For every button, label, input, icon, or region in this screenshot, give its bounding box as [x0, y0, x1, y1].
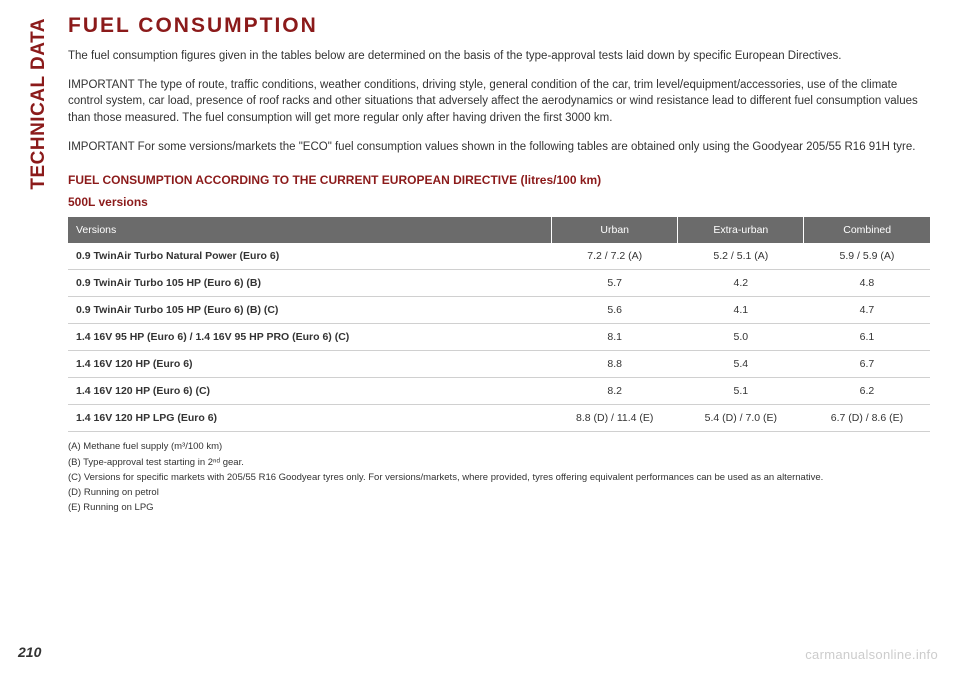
cell-version: 0.9 TwinAir Turbo 105 HP (Euro 6) (B) — [68, 270, 552, 297]
table-row: 0.9 TwinAir Turbo Natural Power (Euro 6)… — [68, 243, 930, 270]
cell-value: 6.2 — [804, 378, 930, 405]
cell-value: 6.1 — [804, 324, 930, 351]
cell-version: 1.4 16V 95 HP (Euro 6) / 1.4 16V 95 HP P… — [68, 324, 552, 351]
cell-value: 4.8 — [804, 270, 930, 297]
cell-value: 7.2 / 7.2 (A) — [552, 243, 678, 270]
table-row: 0.9 TwinAir Turbo 105 HP (Euro 6) (B) (C… — [68, 297, 930, 324]
versions-label: 500L versions — [68, 195, 930, 209]
cell-value: 4.7 — [804, 297, 930, 324]
cell-value: 4.2 — [678, 270, 804, 297]
page-content: FUEL CONSUMPTION The fuel consumption fi… — [68, 14, 930, 517]
cell-value: 5.9 / 5.9 (A) — [804, 243, 930, 270]
important-note-2: IMPORTANT For some versions/markets the … — [68, 139, 930, 156]
cell-version: 0.9 TwinAir Turbo Natural Power (Euro 6) — [68, 243, 552, 270]
footnote-line: (B) Type-approval test starting in 2ⁿᵈ g… — [68, 456, 930, 470]
footnote-line: (C) Versions for specific markets with 2… — [68, 471, 930, 485]
table-row: 1.4 16V 120 HP (Euro 6)8.85.46.7 — [68, 351, 930, 378]
cell-value: 5.4 (D) / 7.0 (E) — [678, 405, 804, 432]
fuel-consumption-table: Versions Urban Extra-urban Combined 0.9 … — [68, 217, 930, 432]
header-combined: Combined — [804, 217, 930, 243]
page-number: 210 — [18, 644, 41, 660]
watermark: carmanualsonline.info — [805, 647, 938, 662]
footnote-line: (A) Methane fuel supply (m³/100 km) — [68, 440, 930, 454]
cell-value: 4.1 — [678, 297, 804, 324]
page-title: FUEL CONSUMPTION — [68, 14, 930, 38]
cell-value: 8.2 — [552, 378, 678, 405]
important-note-1: IMPORTANT The type of route, traffic con… — [68, 77, 930, 127]
cell-version: 1.4 16V 120 HP LPG (Euro 6) — [68, 405, 552, 432]
intro-paragraph: The fuel consumption figures given in th… — [68, 48, 930, 65]
cell-value: 8.8 (D) / 11.4 (E) — [552, 405, 678, 432]
cell-version: 1.4 16V 120 HP (Euro 6) — [68, 351, 552, 378]
cell-version: 0.9 TwinAir Turbo 105 HP (Euro 6) (B) (C… — [68, 297, 552, 324]
header-versions: Versions — [68, 217, 552, 243]
cell-value: 5.2 / 5.1 (A) — [678, 243, 804, 270]
header-urban: Urban — [552, 217, 678, 243]
table-row: 1.4 16V 120 HP LPG (Euro 6)8.8 (D) / 11.… — [68, 405, 930, 432]
cell-value: 8.1 — [552, 324, 678, 351]
directive-subtitle: FUEL CONSUMPTION ACCORDING TO THE CURREN… — [68, 173, 930, 187]
footnote-line: (D) Running on petrol — [68, 486, 930, 500]
cell-value: 6.7 — [804, 351, 930, 378]
cell-version: 1.4 16V 120 HP (Euro 6) (C) — [68, 378, 552, 405]
footnote-line: (E) Running on LPG — [68, 501, 930, 515]
table-row: 1.4 16V 120 HP (Euro 6) (C)8.25.16.2 — [68, 378, 930, 405]
header-extra-urban: Extra-urban — [678, 217, 804, 243]
cell-value: 5.1 — [678, 378, 804, 405]
cell-value: 5.6 — [552, 297, 678, 324]
footnotes: (A) Methane fuel supply (m³/100 km) (B) T… — [68, 440, 930, 515]
cell-value: 5.0 — [678, 324, 804, 351]
table-row: 1.4 16V 95 HP (Euro 6) / 1.4 16V 95 HP P… — [68, 324, 930, 351]
cell-value: 8.8 — [552, 351, 678, 378]
cell-value: 5.7 — [552, 270, 678, 297]
sidebar-section-label: TECHNICAL DATA — [28, 18, 50, 190]
cell-value: 6.7 (D) / 8.6 (E) — [804, 405, 930, 432]
table-header-row: Versions Urban Extra-urban Combined — [68, 217, 930, 243]
table-row: 0.9 TwinAir Turbo 105 HP (Euro 6) (B)5.7… — [68, 270, 930, 297]
cell-value: 5.4 — [678, 351, 804, 378]
